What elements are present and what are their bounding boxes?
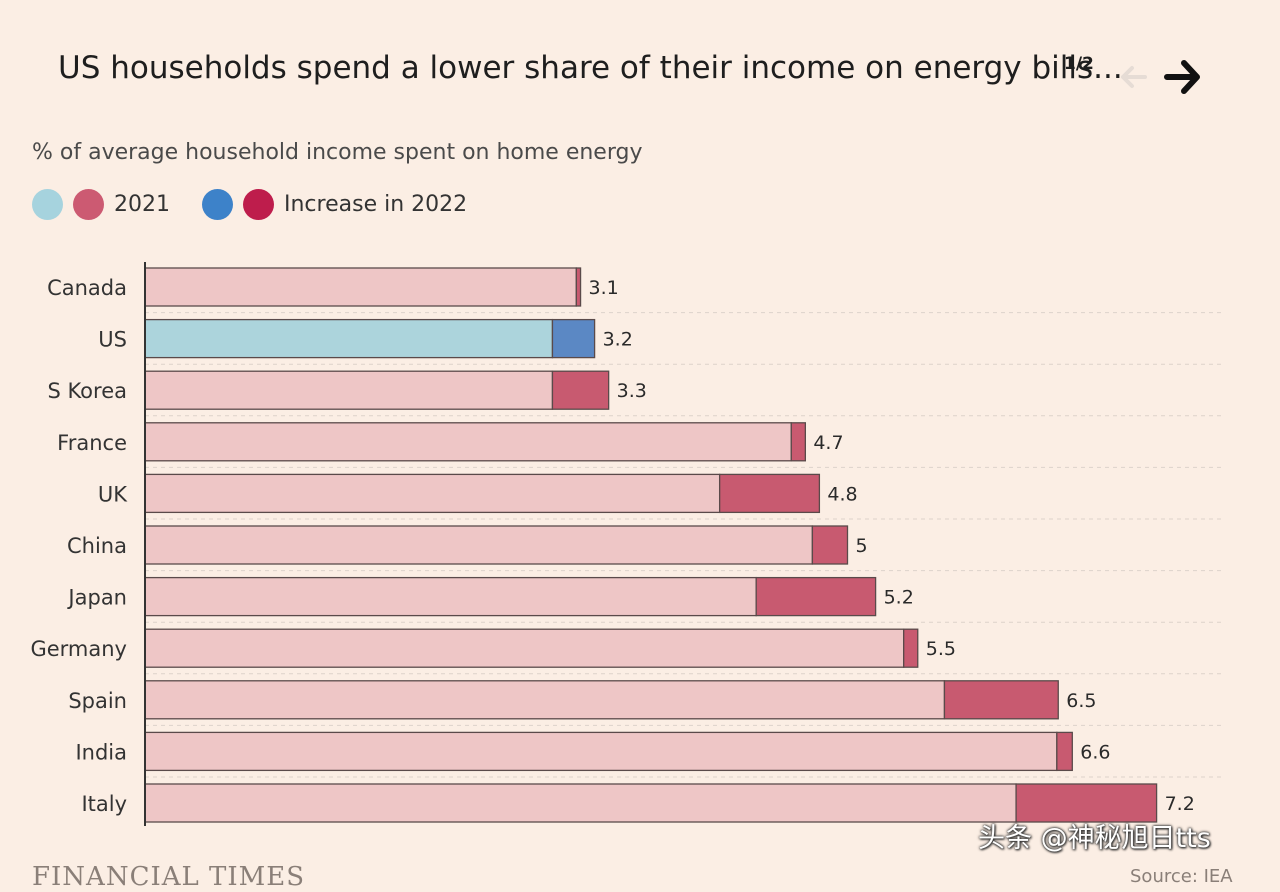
category-label-italy: Italy: [81, 792, 127, 816]
bar-2021-japan: [144, 576, 757, 617]
value-label-uk: 4.8: [827, 483, 857, 505]
bar-increase-india: [1056, 731, 1073, 772]
arrow-left-icon: [1121, 66, 1147, 88]
legend-swatch-other-2021: [73, 188, 104, 220]
chart-subtitle: % of average household income spent on h…: [32, 140, 643, 165]
bar-2021-uk: [144, 473, 721, 514]
watermark: 头条 @神秘旭日tts: [978, 823, 1211, 854]
legend-label-2021: 2021: [114, 191, 170, 217]
category-label-spain: Spain: [68, 689, 127, 713]
legend-swatch-us-2021: [32, 188, 63, 220]
value-label-japan: 5.2: [884, 587, 914, 609]
category-label-uk: UK: [98, 482, 128, 506]
value-label-china: 5: [856, 535, 868, 557]
bar-2021-china: [144, 525, 814, 565]
bar-2021-germany: [144, 628, 905, 668]
bar-increase-japan: [755, 576, 877, 617]
category-label-china: China: [67, 534, 127, 558]
category-label-us: US: [98, 328, 127, 352]
category-label-india: India: [75, 740, 127, 764]
value-label-italy: 7.2: [1165, 793, 1195, 815]
bar-2021-france: [144, 422, 792, 462]
legend-swatch-other-increase: [243, 188, 274, 220]
legend-swatch-us-increase: [202, 188, 233, 220]
value-label-s-korea: 3.3: [617, 380, 647, 402]
bar-increase-spain: [943, 680, 1059, 720]
category-label-germany: Germany: [30, 637, 127, 661]
chart-title: US households spend a lower share of the…: [58, 50, 1123, 86]
bar-increase-china: [811, 525, 849, 565]
arrow-right-icon: [1164, 60, 1200, 94]
value-label-india: 6.6: [1080, 741, 1110, 763]
category-label-s-korea: S Korea: [47, 379, 127, 403]
bar-2021-india: [144, 731, 1058, 772]
source-note: Source: IEA: [1130, 866, 1233, 887]
value-label-us: 3.2: [603, 329, 633, 351]
bar-increase-us: [551, 318, 596, 359]
chart-legend: 2021 Increase in 2022: [32, 186, 499, 222]
bar-2021-s-korea: [144, 370, 554, 410]
previous-button[interactable]: [1110, 54, 1156, 100]
bar-2021-canada: [144, 267, 577, 307]
bar-increase-germany: [903, 628, 919, 668]
value-label-france: 4.7: [813, 432, 843, 454]
legend-label-increase: Increase in 2022: [284, 191, 468, 217]
bar-2021-spain: [144, 680, 946, 720]
next-button[interactable]: [1160, 54, 1206, 100]
bar-increase-france: [790, 422, 806, 462]
bar-increase-italy: [1015, 783, 1158, 823]
bar-2021-italy: [144, 783, 1017, 823]
category-label-japan: Japan: [66, 586, 127, 610]
brand-logo: FINANCIAL TIMES: [32, 862, 306, 892]
value-label-spain: 6.5: [1066, 690, 1096, 712]
value-label-germany: 5.5: [926, 638, 956, 660]
bar-increase-canada: [575, 267, 582, 307]
value-label-canada: 3.1: [589, 277, 619, 299]
category-label-canada: Canada: [47, 276, 127, 300]
bar-increase-uk: [718, 473, 821, 514]
page-indicator: 1/2: [1064, 54, 1094, 74]
category-label-france: France: [57, 431, 127, 455]
bar-2021-us: [144, 318, 554, 359]
bar-increase-s-korea: [551, 370, 610, 410]
